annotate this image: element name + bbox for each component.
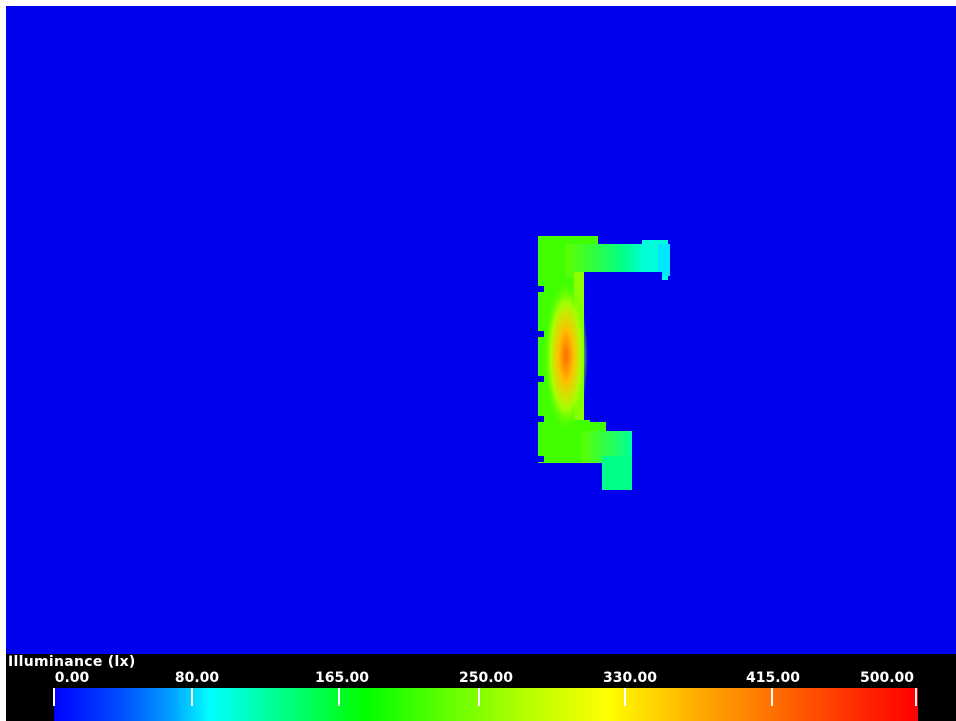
illuminance-viewport[interactable] bbox=[6, 6, 956, 654]
legend-tick-label: 250.00 bbox=[458, 670, 514, 686]
illuminance-heatmap bbox=[538, 236, 670, 490]
legend-tick-label: 80.00 bbox=[174, 670, 220, 686]
legend-tick-label: 500.00 bbox=[859, 670, 915, 686]
lit-region-hotspot bbox=[544, 281, 588, 431]
legend-tick-mark bbox=[338, 688, 340, 706]
legend-tick-mark bbox=[478, 688, 480, 706]
color-legend: Illuminance (lx) 0.00 80.00 165.00 250.0… bbox=[6, 654, 956, 721]
legend-title: Illuminance (lx) bbox=[8, 654, 136, 670]
lit-region-group bbox=[538, 236, 670, 490]
legend-color-bar bbox=[54, 688, 918, 721]
legend-tick-mark bbox=[771, 688, 773, 706]
legend-tick-mark bbox=[191, 688, 193, 706]
legend-tick-mark bbox=[915, 688, 917, 706]
legend-tick-label: 330.00 bbox=[602, 670, 658, 686]
legend-tick-mark bbox=[624, 688, 626, 706]
legend-tick-label: 0.00 bbox=[54, 670, 90, 686]
legend-tick-label: 415.00 bbox=[745, 670, 801, 686]
legend-tick-label: 165.00 bbox=[314, 670, 370, 686]
legend-tick-mark bbox=[53, 688, 55, 706]
